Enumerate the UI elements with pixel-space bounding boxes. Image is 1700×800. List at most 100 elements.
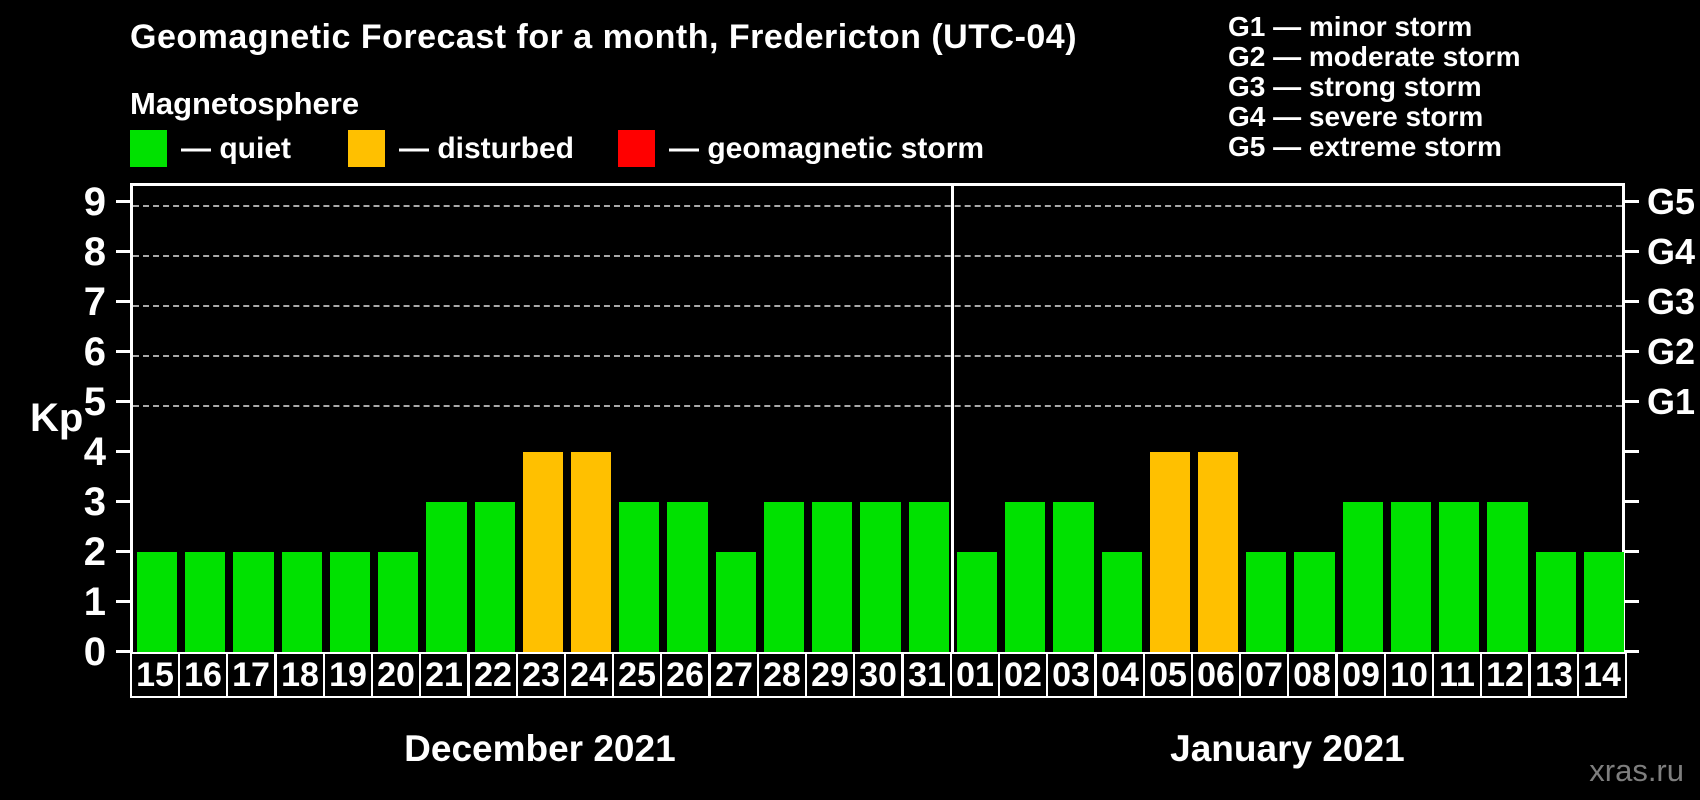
gridline-kp6 (133, 355, 1622, 357)
kp-bar (1197, 452, 1239, 652)
gridline-kp9 (133, 205, 1622, 207)
kp-bar (378, 552, 419, 652)
kp-bar (715, 552, 756, 652)
right-axis-tick (1625, 200, 1639, 203)
kp-bar (281, 552, 322, 652)
kp-bar (571, 452, 612, 652)
y-tick-label: 7 (83, 280, 106, 324)
day-label-cell: 14 (1577, 652, 1627, 698)
kp-bar (522, 452, 564, 652)
kp-bar (329, 552, 371, 652)
left-axis-tick (116, 450, 130, 453)
day-label-cell: 29 (805, 652, 855, 698)
day-label-cell: 22 (468, 652, 518, 698)
page-title: Geomagnetic Forecast for a month, Freder… (130, 18, 1078, 56)
y-tick-label: 0 (83, 630, 106, 674)
month-separator (951, 186, 955, 652)
left-axis-tick (116, 200, 130, 203)
kp-bar (1535, 552, 1576, 652)
right-axis-tick (1625, 250, 1639, 253)
quiet-color-swatch (130, 130, 167, 167)
day-label-cell: 19 (323, 652, 373, 698)
left-axis-tick (116, 500, 130, 503)
g-level-label-g3: G3 (1647, 281, 1696, 322)
month-label-december: December 2021 (404, 728, 676, 769)
plot-area (130, 183, 1625, 652)
day-label-cell: 05 (1143, 652, 1193, 698)
right-axis-tick (1625, 450, 1639, 453)
legend-label-quiet: — quiet (181, 131, 291, 165)
disturbed-color-swatch (348, 130, 385, 167)
g4-legend-line: G4 — severe storm (1228, 101, 1484, 132)
day-label-cell: 25 (612, 652, 662, 698)
day-label-cell: 23 (516, 652, 566, 698)
y-tick-label: 2 (83, 530, 106, 574)
y-tick-label: 5 (83, 380, 106, 424)
kp-bar (1149, 452, 1190, 652)
day-label-cell: 11 (1432, 652, 1482, 698)
day-label-cell: 12 (1480, 652, 1530, 698)
g-level-label-g2: G2 (1647, 331, 1696, 372)
day-label-cell: 27 (709, 652, 759, 698)
left-axis-tick (116, 300, 130, 303)
left-axis-tick (116, 350, 130, 353)
storm-color-swatch (618, 130, 655, 167)
kp-bar (763, 502, 805, 652)
legend-item-quiet: — quiet (130, 130, 291, 167)
kp-bar (185, 552, 226, 652)
y-tick-label: 6 (83, 330, 106, 374)
kp-bar (1342, 502, 1383, 652)
right-axis-tick (1625, 600, 1639, 603)
y-axis-title: Kp (30, 396, 84, 440)
day-label-cell: 18 (275, 652, 325, 698)
day-label-cell: 21 (419, 652, 469, 698)
y-tick-label: 8 (83, 230, 106, 274)
gridline-kp8 (133, 255, 1622, 257)
day-label-cell: 08 (1287, 652, 1337, 698)
left-axis-tick (116, 650, 130, 653)
right-axis-tick (1625, 350, 1639, 353)
day-label-cell: 03 (1046, 652, 1096, 698)
left-axis-tick (116, 550, 130, 553)
left-axis-tick (116, 400, 130, 403)
kp-bar (1005, 502, 1046, 652)
left-axis-tick (116, 250, 130, 253)
kp-bar (1294, 552, 1335, 652)
g-scale-legend: G1 — minor storm G2 — moderate storm G3 … (1228, 12, 1521, 162)
day-label-cell: 13 (1529, 652, 1579, 698)
day-label-cell: 10 (1384, 652, 1434, 698)
g2-legend-line: G2 — moderate storm (1228, 41, 1521, 72)
legend-item-disturbed: — disturbed (348, 130, 574, 167)
y-tick-label: 3 (83, 480, 106, 524)
kp-bar (233, 552, 274, 652)
kp-bar (956, 552, 998, 652)
g-level-label-g5: G5 (1647, 181, 1696, 222)
right-axis-tick (1625, 550, 1639, 553)
right-axis-tick (1625, 500, 1639, 503)
left-axis-tick (116, 600, 130, 603)
gridline-kp5 (133, 405, 1622, 407)
g3-legend-line: G3 — strong storm (1228, 71, 1482, 102)
kp-bar (137, 552, 178, 652)
watermark: xras.ru (1589, 753, 1684, 788)
kp-bar (619, 502, 660, 652)
day-label-cell: 24 (564, 652, 614, 698)
day-label-cell: 31 (902, 652, 952, 698)
day-label-cell: 28 (757, 652, 807, 698)
right-axis-tick (1625, 300, 1639, 303)
day-label-cell: 04 (1095, 652, 1145, 698)
day-label-cell: 15 (130, 652, 180, 698)
day-label-cell: 26 (660, 652, 710, 698)
kp-bar (1246, 552, 1287, 652)
day-label-cell: 20 (371, 652, 421, 698)
day-label-cell: 02 (998, 652, 1048, 698)
chart-subtitle: Magnetosphere (130, 86, 360, 121)
g-level-label-g4: G4 (1647, 231, 1696, 272)
kp-bar (1583, 552, 1624, 652)
day-label-cell: 16 (178, 652, 228, 698)
g5-legend-line: G5 — extreme storm (1228, 131, 1502, 162)
kp-bar (1053, 502, 1094, 652)
kp-bar (812, 502, 853, 652)
day-label-cell: 09 (1336, 652, 1386, 698)
month-label-january: January 2021 (1170, 728, 1405, 769)
